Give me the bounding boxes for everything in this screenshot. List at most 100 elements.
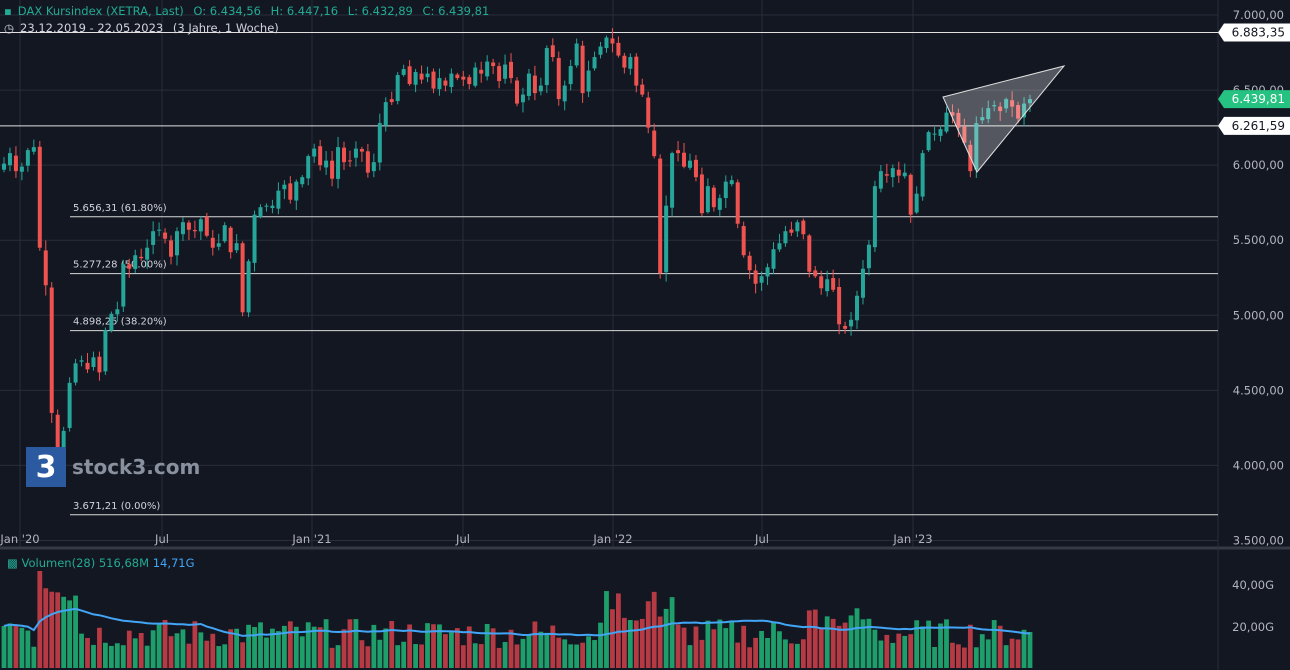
candle-down (616, 36, 621, 58)
volume-bar (914, 620, 920, 668)
candle-body (103, 330, 108, 372)
candle-up (890, 164, 895, 188)
volume-bar (37, 568, 43, 668)
candle-up (180, 217, 185, 241)
triangle-shape[interactable] (942, 65, 1066, 173)
candle-up (383, 97, 388, 132)
y-tick-label: 5.000,00 (1233, 308, 1284, 322)
volume-bar (842, 622, 848, 668)
volume-tick-label: 20,00G (1232, 620, 1274, 634)
candle-body (699, 174, 704, 214)
candle-body (813, 270, 818, 277)
candle-up (413, 68, 418, 93)
candle-body (67, 382, 72, 428)
candle-down (389, 91, 394, 105)
candle-up (992, 100, 997, 112)
y-tick-label: 5.500,00 (1233, 233, 1284, 247)
volume-bar (258, 622, 263, 668)
candle-body (431, 71, 436, 89)
candle-up (300, 175, 305, 188)
x-tick-label: Jan '23 (892, 532, 932, 546)
volume-bar (1003, 645, 1009, 668)
candle-up (252, 210, 257, 272)
candle-down (49, 282, 54, 423)
candle-up (598, 41, 603, 59)
volume-bar (222, 644, 228, 668)
candle-body (282, 184, 287, 190)
fibonacci-retracement[interactable]: 5.656,31 (61.80%) 5.277,28 (50.00%) 4.898,… (70, 203, 1218, 516)
candle-down (288, 176, 293, 204)
candle-body (25, 150, 30, 166)
volume-bar (902, 635, 908, 668)
volume-bar (365, 646, 371, 668)
candle-up (312, 143, 317, 163)
volume-bar (985, 639, 991, 668)
volume-bar (675, 624, 681, 668)
volume-bar (526, 635, 532, 668)
candle-body (31, 147, 36, 152)
triangle-pattern[interactable] (942, 65, 1066, 173)
candle-down (843, 321, 848, 334)
candle-down (163, 228, 168, 244)
candle-down (204, 212, 209, 238)
candle-body (884, 174, 889, 176)
candle-body (676, 150, 681, 154)
volume-bar (353, 619, 359, 668)
volume-bar (240, 642, 246, 668)
candle-body (634, 56, 639, 86)
candle-down (801, 218, 806, 240)
candle-body (670, 153, 675, 208)
candle-up (103, 327, 108, 375)
volume-bar (747, 647, 753, 668)
candle-up (866, 240, 871, 276)
candle-up (222, 222, 227, 244)
volume-bar (431, 624, 436, 668)
candle-body (234, 243, 239, 251)
volume-ma-value: 14,71G (152, 556, 195, 570)
symbol-legend[interactable]: ▪ DAX Kursindex (XETRA, Last) O: 6.434,56… (4, 4, 495, 18)
candle-body (497, 66, 502, 82)
volume-bar (85, 638, 90, 668)
volume-legend[interactable]: ▩ Volumen(28) 516,68M 14,71G (4, 555, 198, 571)
y-tick-label: 6.000,00 (1233, 158, 1284, 172)
volume-bar (443, 634, 448, 668)
time-axis[interactable]: Jan '20 Jul Jan '21 Jul Jan '22 Jul Jan '23 (0, 532, 933, 546)
candle-body (586, 70, 591, 92)
candle-body (550, 45, 555, 58)
volume-bar (413, 644, 418, 668)
candle-down (1016, 101, 1021, 124)
candle-body (485, 61, 490, 77)
volume-bar (997, 625, 1003, 668)
candle-down (831, 269, 836, 293)
candle-body (890, 168, 895, 178)
candle-body (1016, 105, 1021, 119)
candle-body (85, 362, 90, 370)
candle-body (467, 77, 472, 85)
candle-body (97, 356, 102, 373)
volume-bar (938, 623, 943, 668)
candlestick-series (2, 28, 1032, 457)
volume-bar (574, 644, 580, 668)
symbol-icon: ▪ (4, 4, 12, 18)
candle-body (312, 148, 317, 157)
volume-series (1, 568, 1033, 668)
volume-bar (132, 638, 138, 668)
y-tick-label: 3.500,00 (1233, 533, 1284, 547)
candle-body (825, 279, 830, 292)
candle-body (753, 270, 758, 284)
volume-bar (252, 627, 257, 668)
volume-bar (788, 643, 794, 668)
candle-body (1004, 99, 1009, 109)
candle-down (85, 353, 90, 373)
volume-bar (991, 620, 997, 668)
candle-body (932, 133, 937, 135)
candle-up (449, 68, 454, 94)
volume-bar (824, 616, 830, 668)
volume-bar (484, 623, 490, 668)
candle-down (347, 150, 352, 168)
candle-body (19, 166, 24, 172)
volume-bar (168, 636, 174, 668)
volume-bar (49, 591, 55, 668)
volume-bar (717, 619, 723, 668)
